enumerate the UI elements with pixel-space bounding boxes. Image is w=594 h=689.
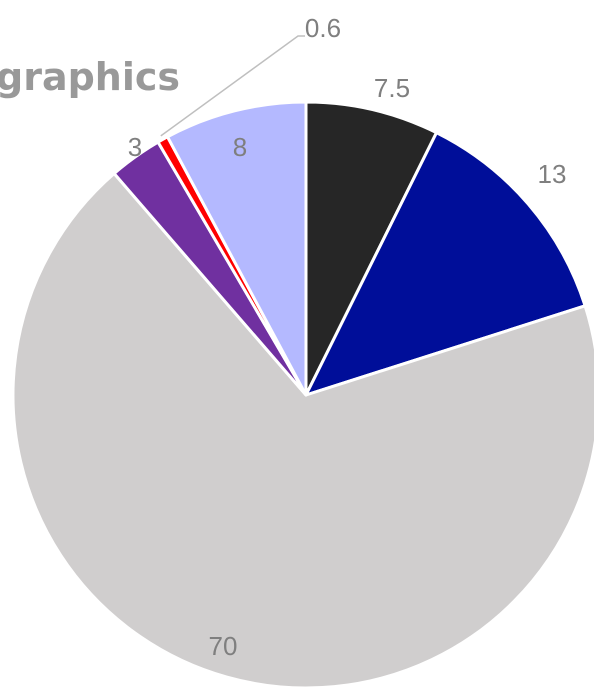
data-labels: 7.5 13 70 3 0.6 8 <box>128 13 567 661</box>
leader-lines <box>160 35 305 137</box>
pie-slices <box>11 100 594 689</box>
pie-slice-0 <box>304 100 438 397</box>
data-label-3: 3 <box>128 132 142 162</box>
leader-line-4 <box>160 35 305 137</box>
pie-slice-1 <box>304 131 587 397</box>
data-label-2: 70 <box>209 631 238 661</box>
data-label-4: 0.6 <box>305 13 341 43</box>
pie-slice-5 <box>166 100 308 397</box>
data-label-5: 8 <box>233 132 247 162</box>
data-label-0: 7.5 <box>374 73 410 103</box>
pie-slice-2 <box>11 172 594 689</box>
data-label-1: 13 <box>538 159 567 189</box>
chart-title: graphics <box>0 55 180 99</box>
